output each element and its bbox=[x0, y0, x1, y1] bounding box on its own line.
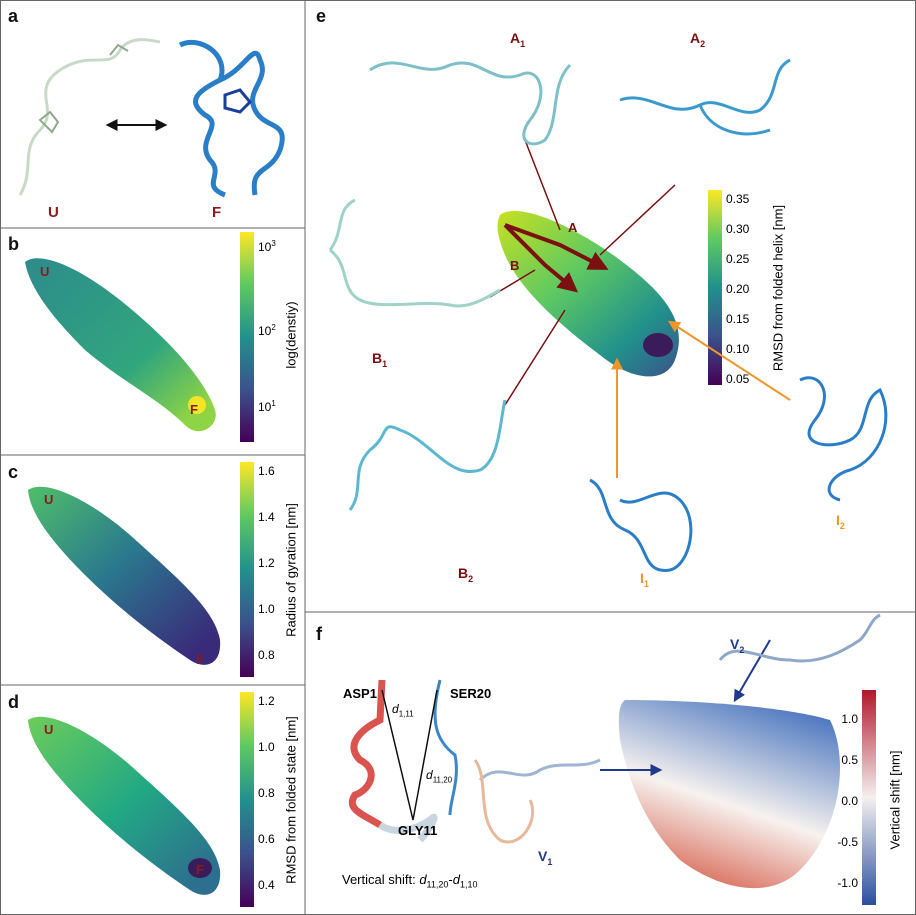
u-marker: U bbox=[44, 722, 54, 737]
gly11-label: GLY11 bbox=[398, 823, 438, 838]
panel-e-folded-basin bbox=[643, 333, 673, 357]
state-v2-label: V2 bbox=[730, 636, 745, 655]
asp1-label: ASP1 bbox=[343, 686, 377, 701]
path-a-arrow bbox=[504, 223, 609, 270]
panel-b-density-map bbox=[25, 258, 216, 432]
panel-d-colorbar bbox=[240, 692, 254, 907]
state-b1-label: B1 bbox=[372, 350, 388, 369]
i2-arrow bbox=[667, 320, 791, 401]
panel-b-folded-hotspot bbox=[188, 396, 206, 414]
panel-f-colorbar bbox=[862, 690, 876, 905]
panel-f-helix-schematic bbox=[349, 679, 458, 843]
panel-d-folded-basin bbox=[188, 858, 212, 878]
panel-b-label: b bbox=[8, 234, 19, 254]
panel-c-label: c bbox=[8, 462, 19, 482]
f-marker: F bbox=[196, 652, 204, 667]
f-marker: F bbox=[190, 402, 198, 417]
panel-e-colorbar-title: RMSD from folded helix [nm] bbox=[770, 204, 786, 372]
state-a1-label: A1 bbox=[510, 30, 526, 49]
f-marker: F bbox=[196, 862, 204, 877]
state-a2-label: A2 bbox=[690, 30, 706, 49]
panel-e-label: e bbox=[316, 6, 327, 26]
folded-label: F bbox=[212, 204, 222, 221]
state-v1-label: V1 bbox=[538, 848, 553, 867]
state-b2-label: B2 bbox=[458, 565, 474, 584]
panel-c-colorbar-title: Radius of gyration [nm] bbox=[283, 503, 299, 637]
d-1-11-label: d1,11 bbox=[392, 702, 414, 719]
panel-d-rmsd-map bbox=[28, 716, 221, 895]
panel-f-label: f bbox=[316, 624, 322, 644]
panel-f-structures bbox=[473, 613, 881, 844]
panel-b-colorbar-title: log(denstiy) bbox=[283, 301, 299, 369]
panel-d-colorbar-title: RMSD from folded state [nm] bbox=[283, 716, 299, 884]
panel-e-rmsd-map bbox=[497, 211, 679, 377]
state-i2-label: I2 bbox=[836, 512, 845, 531]
path-a-label: A bbox=[568, 220, 578, 235]
panel-a-label: a bbox=[8, 6, 19, 26]
vertical-shift-formula: Vertical shift: d11,20-d1,10 bbox=[342, 872, 478, 890]
panel-c-rg-map bbox=[28, 486, 221, 665]
panel-e-colorbar bbox=[708, 190, 722, 385]
path-b-arrow bbox=[503, 223, 579, 293]
panel-c-colorbar bbox=[240, 462, 254, 677]
panel-f-vertical-shift-map bbox=[618, 700, 840, 889]
unfolded-label: U bbox=[48, 204, 59, 221]
panel-a-structures bbox=[18, 38, 285, 198]
panel-e-structures bbox=[328, 58, 888, 572]
panel-b-colorbar bbox=[240, 232, 254, 442]
v2-arrow bbox=[733, 639, 771, 703]
path-b-label: B bbox=[510, 258, 520, 273]
panel-f-colorbar-title: Vertical shift [nm] bbox=[887, 750, 903, 850]
state-i1-label: I1 bbox=[640, 570, 649, 589]
u-marker: U bbox=[44, 492, 54, 507]
ser20-label: SER20 bbox=[450, 686, 492, 701]
d-11-20-label: d11,20 bbox=[426, 768, 453, 785]
panel-d-label: d bbox=[8, 692, 19, 712]
u-marker: U bbox=[40, 264, 50, 279]
